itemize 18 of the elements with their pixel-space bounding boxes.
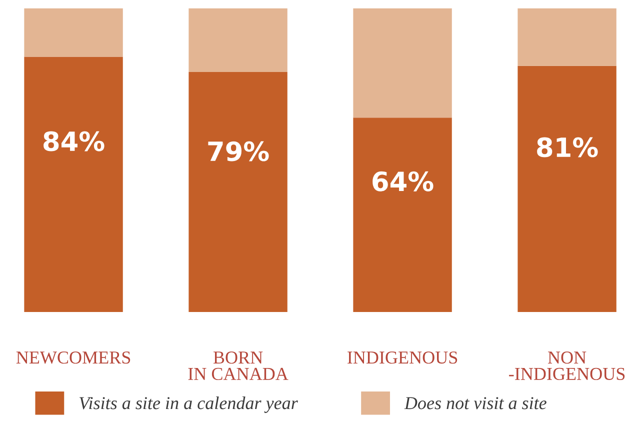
x-tick-label: NEWCOMERS [16, 352, 130, 364]
bar [24, 8, 123, 57]
data-label: 84% [44, 131, 104, 152]
legend-label: Does not visit a site [404, 397, 546, 410]
data-label: 79% [208, 141, 269, 162]
data-label: 81% [537, 137, 598, 158]
bar [353, 118, 452, 312]
bar [518, 66, 616, 312]
x-tick-label: INDIGENOUS [348, 352, 458, 364]
x-tick-label: BORN IN CANADA [188, 352, 288, 380]
bar [188, 8, 288, 72]
legend-label: Visits a site in a calendar year [80, 396, 298, 413]
bar [188, 72, 288, 312]
bar [353, 8, 452, 118]
bar [24, 56, 123, 312]
bar [518, 8, 616, 66]
data-label: 64% [372, 171, 434, 192]
x-tick-label: NON -INDIGENOUS [509, 352, 625, 380]
